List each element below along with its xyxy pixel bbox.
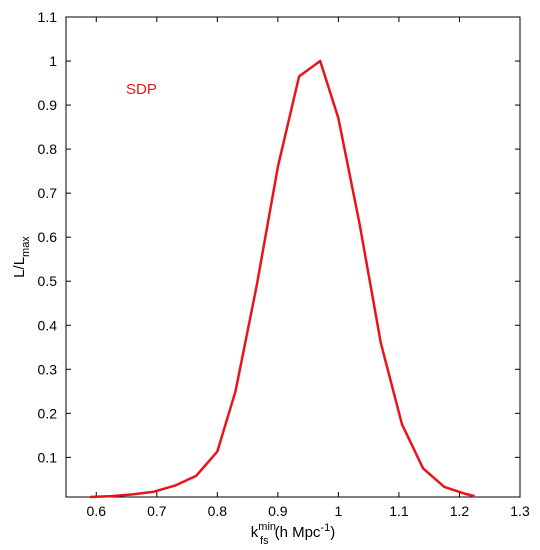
y-tick-label-0: 0.1 [38,449,58,465]
x-tick-label-3: 0.9 [268,503,288,519]
x-tick-label-0: 0.6 [87,503,107,519]
x-tick-label-7: 1.3 [510,503,530,519]
tick-labels: 0.6 0.7 0.8 0.9 1 1.1 1.2 1.3 0.1 0.2 0.3 0.4 0.5 0.6… [38,9,530,519]
annotation-sdp: SDP [126,81,157,98]
y-axis-label-sub: max [20,236,32,257]
ticks [66,16,521,497]
y-tick-label-10: 1.1 [38,9,58,25]
y-tick-label-7: 0.8 [38,141,58,157]
y-tick-label-2: 0.3 [38,361,58,377]
x-axis-label-unit-sup: -1 [320,522,330,534]
x-tick-label-5: 1.1 [389,503,409,519]
x-axis-label-sub: fs [260,535,269,547]
x-tick-label-4: 1 [335,503,343,519]
plot-frame [65,16,521,498]
x-tick-label-2: 0.8 [208,503,228,519]
y-axis-label-base: L/L [11,257,28,278]
series-line [90,59,475,499]
x-axis-label: kmin fs (h Mpc-1) [251,521,335,547]
y-tick-label-6: 0.7 [38,185,58,201]
x-axis-label-base: k [251,524,259,541]
y-tick-label-5: 0.6 [38,229,58,245]
x-tick-label-1: 0.7 [147,503,167,519]
x-axis-label-unit-end: ) [330,524,335,541]
y-tick-label-9: 1 [49,53,57,69]
x-axis-label-sup: min [258,521,276,533]
y-tick-label-3: 0.4 [38,317,58,333]
y-tick-label-4: 0.5 [38,273,58,289]
x-axis-label-unit: (h Mpc [275,524,321,541]
y-axis-label: L/Lmax [11,236,32,278]
x-tick-label-6: 1.2 [450,503,470,519]
y-tick-label-1: 0.2 [38,405,58,421]
y-tick-label-8: 0.9 [38,97,58,113]
